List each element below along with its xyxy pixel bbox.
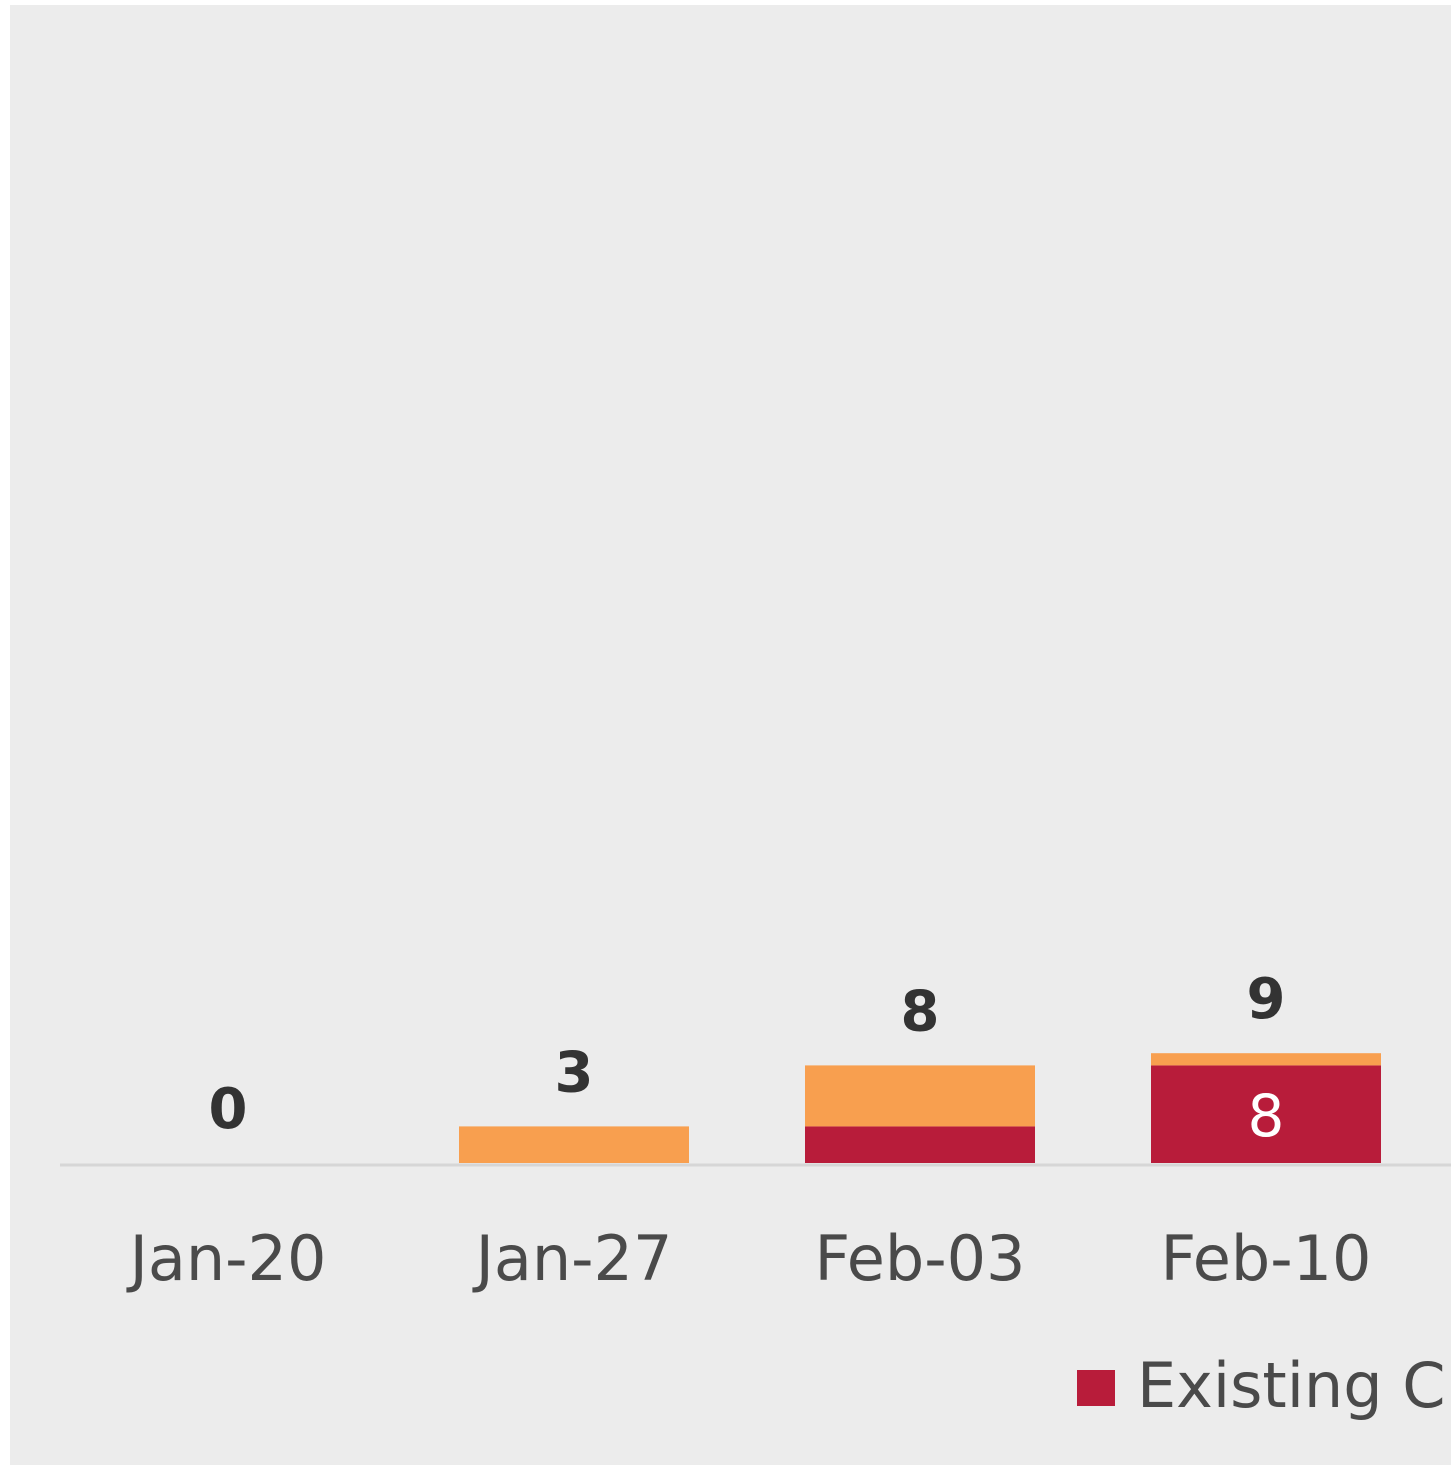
total-label-jan-27: 3 [555, 1040, 594, 1105]
bar-jan-27-series-1 [459, 1126, 689, 1163]
bar-feb-10-series-1 [1151, 1053, 1381, 1066]
bar-feb-03-series-0 [805, 1126, 1035, 1163]
total-label-feb-10: 9 [1247, 967, 1286, 1032]
total-label-jan-20: 0 [209, 1077, 248, 1142]
chart-panel: 0 3 8 8 9 Jan-20 Jan-27 Feb-03 Feb-10 Existing … [10, 5, 1451, 1465]
bar-feb-03-series-1 [805, 1065, 1035, 1127]
total-label-feb-03: 8 [901, 979, 940, 1044]
x-axis-ticks: Jan-20 Jan-27 Feb-03 Feb-10 [126, 1222, 1372, 1295]
legend: Existing Cl [1077, 1349, 1451, 1422]
bar-value-label: 8 [1248, 1082, 1285, 1150]
x-tick-label-feb-10: Feb-10 [1160, 1222, 1371, 1295]
legend-label: Existing Cl [1137, 1349, 1451, 1422]
x-tick-label-feb-03: Feb-03 [814, 1222, 1025, 1295]
bar-chart: 0 3 8 8 9 Jan-20 Jan-27 Feb-03 Feb-10 Existing … [60, 967, 1451, 1422]
legend-swatch [1077, 1370, 1115, 1406]
bars-layer [459, 1053, 1381, 1163]
x-tick-label-jan-27: Jan-27 [472, 1222, 673, 1295]
bar-feb-10-series-0 [1151, 1065, 1381, 1163]
labels-layer: 0 3 8 8 9 [209, 967, 1286, 1150]
x-tick-label-jan-20: Jan-20 [126, 1222, 327, 1295]
